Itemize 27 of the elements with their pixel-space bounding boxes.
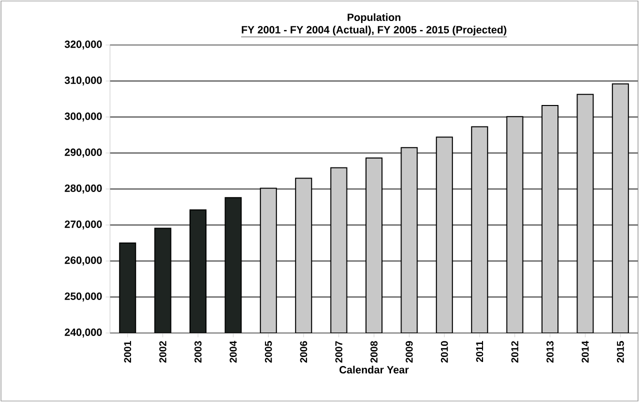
x-tick-label: 2006 [300,341,308,363]
x-axis-title: Calendar Year [340,366,409,374]
x-tick-label: 2014 [582,340,589,363]
x-tick-label: 2015 [616,341,624,363]
y-tick-label: 280,000 [64,184,102,194]
x-tick-label: 2009 [406,341,413,363]
x-tick-label: 2003 [194,341,202,363]
x-tick-label: 2004 [230,340,237,363]
x-tick-label: 2001 [124,341,132,363]
y-tick-label: 240,000 [64,328,102,338]
x-tick-label: 2002 [159,341,166,363]
y-tick-label: 260,000 [64,256,102,266]
y-tick-label: 250,000 [64,292,102,302]
y-tick-label: 300,000 [64,112,102,122]
x-tick-label: 2013 [546,341,554,363]
x-tick-label: 2005 [264,341,272,363]
x-tick-label: 2007 [335,341,342,363]
x-tick-label: 2008 [370,341,378,363]
chart-subtitle: FY 2001 - FY 2004 (Actual), FY 2005 - 2015 (Projected) [242,26,506,36]
y-tick-label: 320,000 [64,40,102,50]
y-tick-label: 270,000 [64,220,102,230]
y-tick-label: 290,000 [64,148,102,158]
x-tick-label: 2010 [440,341,448,363]
chart-title: Population [348,13,400,24]
x-tick-label: 2012 [511,341,518,363]
x-tick-label: 2011 [476,341,484,362]
y-tick-label: 310,000 [64,76,102,86]
